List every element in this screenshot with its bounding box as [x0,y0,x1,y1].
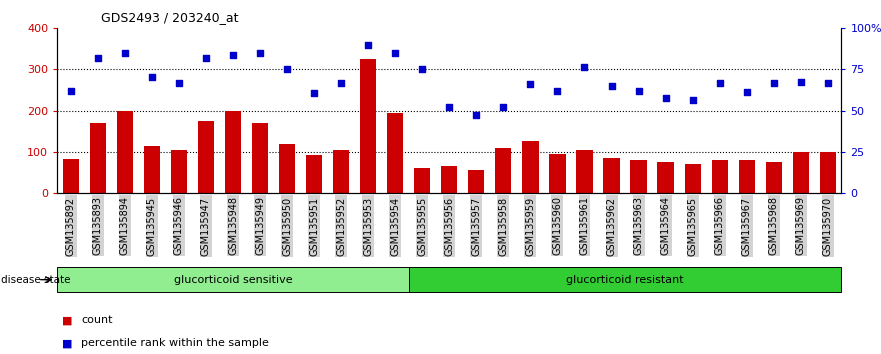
Point [794,79,808,85]
Text: GSM135969: GSM135969 [796,196,806,256]
Point [334,80,348,85]
Text: GSM135963: GSM135963 [633,196,644,256]
Point [172,80,186,85]
Text: GSM135946: GSM135946 [174,196,184,256]
Bar [117,111,133,193]
Point [821,80,835,85]
Point [118,50,132,56]
Bar [603,158,619,193]
Text: GSM135959: GSM135959 [525,196,536,256]
Text: GSM135968: GSM135968 [769,196,779,256]
Bar [468,170,485,193]
Point [63,88,78,94]
Point [280,67,294,72]
Text: GSM135960: GSM135960 [552,196,562,256]
Text: ■: ■ [62,315,72,325]
Text: GSM135955: GSM135955 [418,196,427,256]
Point [740,89,754,95]
Point [496,104,510,109]
Bar [198,121,214,193]
Point [253,50,267,56]
Bar [819,152,836,193]
Point [766,80,781,85]
Text: GSM135953: GSM135953 [363,196,374,256]
Text: GSM135965: GSM135965 [688,196,698,256]
Text: disease state: disease state [1,275,70,285]
Bar [766,162,781,193]
Text: GSM135956: GSM135956 [444,196,455,256]
Text: GSM135952: GSM135952 [337,196,346,256]
Bar [738,160,755,193]
Text: GDS2493 / 203240_at: GDS2493 / 203240_at [101,11,239,24]
Bar [225,111,241,193]
Point [389,50,403,56]
Text: GSM135954: GSM135954 [390,196,400,256]
Bar [712,160,728,193]
Text: count: count [81,315,113,325]
Text: GSM135945: GSM135945 [147,196,157,256]
Bar [522,142,538,193]
Bar [333,150,349,193]
Bar [409,267,841,292]
Text: percentile rank within the sample: percentile rank within the sample [81,338,269,348]
Bar [57,267,409,292]
Bar [252,123,268,193]
Bar [144,145,160,193]
Point [632,88,646,94]
Text: GSM135893: GSM135893 [93,196,103,256]
Bar [550,154,566,193]
Bar [63,159,79,193]
Bar [360,59,376,193]
Text: GSM135966: GSM135966 [714,196,725,256]
Point [604,83,618,89]
Bar [441,166,457,193]
Bar [685,164,700,193]
Bar [576,150,593,193]
Point [685,97,700,103]
Point [551,88,565,94]
Point [713,80,727,85]
Text: ■: ■ [62,338,72,348]
Bar [90,123,106,193]
Text: GSM135948: GSM135948 [228,196,238,256]
Text: GSM135961: GSM135961 [580,196,589,256]
Text: GSM135892: GSM135892 [66,196,76,256]
Text: glucorticoid sensitive: glucorticoid sensitive [174,275,292,285]
Point [361,42,375,48]
Text: GSM135949: GSM135949 [255,196,265,256]
Bar [306,155,322,193]
Point [144,74,159,80]
Point [307,90,322,96]
Bar [387,113,403,193]
Bar [495,148,512,193]
Point [523,81,537,87]
Text: GSM135894: GSM135894 [120,196,130,256]
Text: GSM135951: GSM135951 [309,196,319,256]
Point [199,55,213,61]
Bar [279,144,295,193]
Text: GSM135957: GSM135957 [471,196,481,256]
Bar [631,160,647,193]
Point [442,104,456,109]
Text: glucorticoid resistant: glucorticoid resistant [566,275,684,285]
Text: GSM135962: GSM135962 [606,196,617,256]
Point [415,67,429,72]
Point [577,64,591,70]
Bar [414,168,431,193]
Bar [171,150,187,193]
Bar [657,162,674,193]
Point [91,55,105,61]
Text: GSM135964: GSM135964 [661,196,670,256]
Point [470,112,484,118]
Text: GSM135947: GSM135947 [201,196,211,256]
Bar [793,152,809,193]
Text: GSM135967: GSM135967 [742,196,751,256]
Point [226,52,240,58]
Text: GSM135970: GSM135970 [823,196,833,256]
Point [659,96,673,101]
Text: GSM135958: GSM135958 [499,196,508,256]
Text: GSM135950: GSM135950 [282,196,292,256]
